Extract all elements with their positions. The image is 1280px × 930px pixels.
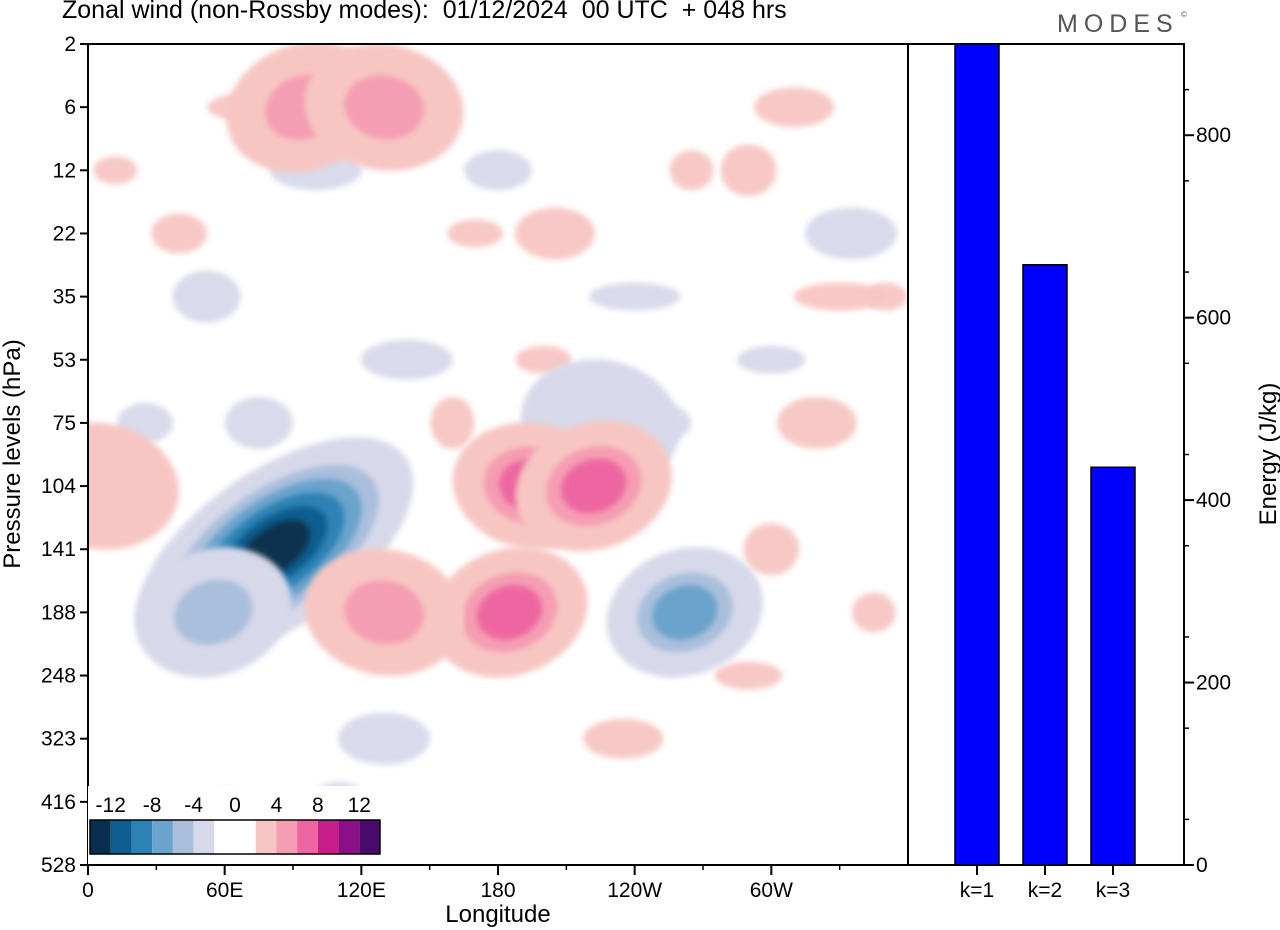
colorbar-swatch: [338, 820, 360, 854]
colorbar-swatch: [90, 820, 111, 854]
contour-patch: [464, 150, 532, 191]
modes-logo: MODES: [1057, 10, 1179, 38]
colorbar-swatch: [131, 820, 153, 854]
contour-patch: [514, 207, 595, 260]
y-tick-label: 323: [41, 728, 76, 751]
x-tick-label: 180: [480, 879, 515, 902]
contour-patch: [224, 396, 293, 449]
y-tick-label: 188: [41, 601, 76, 624]
contour-patch: [793, 282, 886, 311]
y-tick-label: 416: [41, 791, 76, 814]
contour-feature: [174, 579, 253, 646]
colorbar-label: -4: [184, 794, 203, 817]
colorbar-labels: -12 -8 -4 0 4 8 12: [96, 794, 371, 817]
energy-tick-label: 400: [1196, 489, 1231, 512]
x-tick-label: 0: [82, 879, 94, 902]
contour-patch: [805, 207, 898, 260]
colorbar-swatch: [152, 820, 173, 854]
colorbar-swatch: [193, 820, 215, 854]
colorbar-swatches: [89, 819, 381, 855]
colorbar-label: 4: [271, 794, 283, 817]
contour-feature: [88, 444, 152, 528]
y-tick-label: 2: [64, 33, 76, 56]
y-tick-label: 22: [53, 222, 76, 245]
energy-bar-k=1: [954, 43, 1000, 866]
logo-copyright-mark: ©: [1181, 10, 1187, 19]
contour-patch: [669, 150, 714, 191]
energy-tick-label: 200: [1196, 672, 1231, 695]
contour-patch: [737, 345, 806, 374]
contour-feature: [344, 75, 424, 140]
heatmap-contours: [88, 44, 908, 865]
y-tick-label: 528: [41, 854, 76, 877]
x-tick-label: 120W: [607, 879, 662, 902]
y-tick-label: 248: [41, 665, 76, 688]
colorbar-label: -8: [143, 794, 162, 817]
contour-patch: [754, 87, 835, 128]
y-tick-label: 35: [53, 286, 76, 309]
y-tick-label: 75: [53, 412, 76, 435]
energy-bar-k=2: [1022, 264, 1068, 866]
contour-patch: [720, 144, 777, 197]
contour-feature: [561, 458, 627, 514]
energy-tick-label: 800: [1196, 124, 1231, 147]
energy-axis-title: Energy (J/kg): [1255, 383, 1280, 526]
contour-feature: [476, 585, 542, 640]
bar-category-label: k=3: [1096, 879, 1130, 902]
contour-feature: [652, 585, 718, 640]
contour-patch: [430, 396, 475, 449]
colorbar-swatch: [214, 820, 235, 854]
contour-patch: [851, 592, 896, 633]
x-tick-label: 60E: [206, 879, 243, 902]
contour-patch: [151, 213, 208, 254]
contour-patch: [360, 339, 453, 380]
colorbar-swatch: [255, 820, 277, 854]
x-tick-label: 120E: [337, 879, 386, 902]
bar-category-label: k=1: [960, 879, 994, 902]
colorbar-swatch: [317, 820, 339, 854]
x-tick-label: 60W: [750, 879, 793, 902]
colorbar-swatch: [235, 820, 256, 854]
energy-tick-label: 0: [1196, 854, 1208, 877]
contour-patch: [172, 270, 241, 323]
colorbar-label: 12: [348, 794, 371, 817]
contour-patch: [588, 282, 681, 311]
colorbar-swatch: [359, 820, 380, 854]
contour-patch: [447, 219, 504, 248]
colorbar-swatch: [297, 820, 318, 854]
y-axis-title: Pressure levels (hPa): [0, 339, 26, 568]
colorbar-border: [89, 819, 381, 855]
contour-feature: [344, 580, 424, 645]
x-axis-title: Longitude: [445, 901, 550, 928]
chart-title: Zonal wind (non-Rossby modes): 01/12/202…: [62, 0, 787, 24]
contour-patch: [714, 661, 783, 690]
colorbar-swatch: [276, 820, 298, 854]
colorbar-label: 8: [312, 794, 324, 817]
contour-patch: [776, 396, 857, 449]
y-tick-label: 53: [53, 349, 76, 372]
energy-tick-label: 600: [1196, 307, 1231, 330]
y-tick-label: 141: [41, 538, 76, 561]
energy-bar-k=3: [1090, 466, 1136, 866]
y-tick-label: 104: [41, 475, 76, 498]
colorbar-label: -12: [96, 794, 126, 817]
y-tick-label: 12: [53, 159, 76, 182]
contour-patch: [583, 718, 664, 759]
y-tick-label: 6: [64, 96, 76, 119]
colorbar-swatch: [110, 820, 132, 854]
bar-category-label: k=2: [1028, 879, 1062, 902]
energy-bars: k=1 k=2 k=3: [954, 43, 1136, 902]
contour-patch: [338, 712, 431, 765]
contour-patch: [93, 156, 138, 185]
colorbar: -12 -8 -4 0 4 8 12: [88, 786, 382, 864]
colorbar-label: 0: [229, 794, 241, 817]
colorbar-swatch: [172, 820, 194, 854]
contour-patch: [743, 523, 800, 576]
